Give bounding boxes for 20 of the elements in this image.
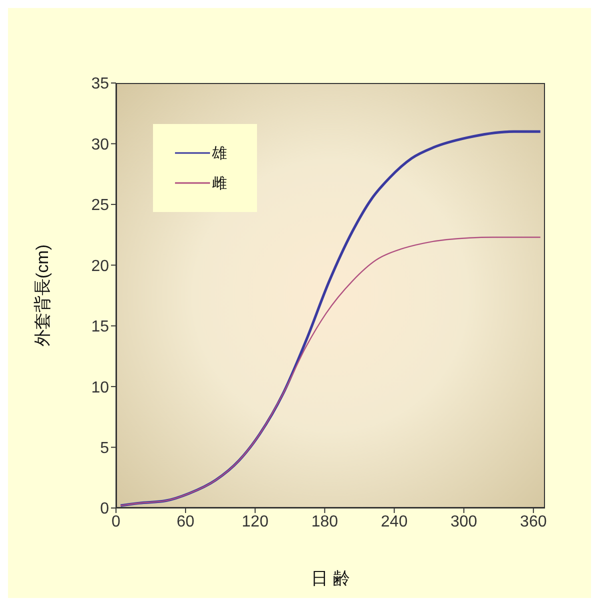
x-tick-label: 240 (380, 513, 408, 530)
x-tick-label: 180 (311, 513, 338, 530)
y-tick-label: 35 (91, 76, 110, 93)
y-tick-label: 5 (100, 440, 110, 457)
x-tick-label: 300 (450, 513, 478, 530)
line-series (120, 236, 541, 506)
x-tick-label: 120 (242, 513, 269, 530)
legend-label: 雌 (212, 174, 227, 192)
x-tick-label: 360 (520, 513, 547, 530)
y-tick-label: 15 (91, 318, 110, 336)
y-tick-label: 0 (100, 500, 110, 518)
y-tick-label: 10 (91, 379, 110, 396)
x-tick-label: 60 (176, 513, 195, 530)
y-axis-title: 外套背長(cm) (33, 244, 52, 346)
y-tick-label: 25 (91, 197, 110, 214)
x-tick-label: 0 (112, 513, 121, 530)
legend-label: 雄 (212, 144, 227, 162)
x-axis-title: 日 齢 (311, 569, 350, 588)
y-tick-label: 30 (91, 136, 110, 154)
y-tick-label: 20 (91, 258, 110, 275)
